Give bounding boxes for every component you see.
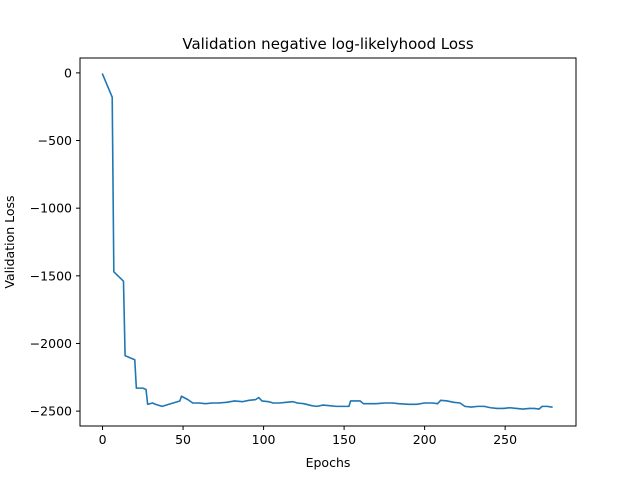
y-axis-label: Validation Loss [2, 195, 17, 288]
validation-loss-point [211, 402, 213, 404]
validation-loss-point [528, 407, 530, 410]
validation-loss-point [436, 403, 439, 405]
validation-loss-point [248, 399, 250, 401]
validation-loss-point [362, 403, 365, 405]
validation-loss-point [359, 400, 361, 402]
axes-frame [79, 57, 577, 427]
x-tick-label: 200 [413, 432, 437, 447]
validation-loss-point [375, 403, 377, 405]
validation-loss-point [349, 400, 352, 402]
validation-loss-point [446, 400, 448, 402]
x-tick-label: 150 [332, 432, 356, 447]
validation-loss-point [502, 407, 505, 410]
validation-loss-point [453, 401, 455, 403]
x-tick-label: 250 [493, 432, 517, 447]
validation-loss-point [279, 402, 281, 404]
validation-loss-point [391, 402, 394, 404]
validation-loss-point [459, 402, 461, 404]
plot-area [101, 73, 553, 410]
validation-loss-point [198, 402, 200, 404]
x-tick-label: 0 [99, 432, 107, 447]
validation-loss-point [464, 405, 466, 407]
validation-loss-point [424, 402, 426, 404]
validation-loss-point [151, 402, 154, 404]
validation-loss-point [546, 405, 548, 407]
validation-loss-point [111, 96, 113, 98]
validation-loss-point [155, 403, 157, 405]
validation-loss-point [496, 407, 498, 410]
validation-loss-point [267, 401, 270, 403]
validation-loss-point [509, 407, 511, 409]
validation-loss-point [285, 401, 287, 403]
validation-loss-point [135, 387, 137, 389]
validation-loss-point [515, 407, 518, 410]
validation-loss-point [101, 73, 104, 75]
validation-loss-point [316, 405, 318, 407]
axis-ticks: 0 50 100 150 200 250 0 −500 −1000 −1500 −2000 −2500 [30, 65, 517, 447]
validation-loss-point [272, 402, 274, 404]
validation-loss-point [161, 405, 163, 407]
y-tick-label: −500 [38, 133, 72, 148]
y-tick-label: 0 [64, 65, 72, 80]
validation-loss-point [415, 403, 418, 405]
validation-loss-point [533, 407, 535, 410]
x-axis-label: Epochs [306, 455, 351, 470]
validation-loss-point [470, 406, 472, 408]
validation-loss-point [551, 406, 553, 408]
validation-loss-point [322, 404, 324, 406]
validation-loss-point [122, 280, 125, 282]
validation-loss-point [145, 388, 147, 391]
validation-loss-point [242, 401, 244, 403]
validation-loss-point [142, 387, 144, 389]
validation-loss-point [225, 401, 228, 403]
validation-loss-point [541, 405, 543, 407]
validation-loss-point [398, 403, 400, 405]
validation-loss-point [311, 405, 313, 407]
y-tick-label: −1000 [30, 201, 72, 216]
validation-loss-point [383, 402, 385, 404]
x-tick-label: 100 [252, 432, 276, 447]
y-tick-label: −2000 [30, 336, 72, 351]
validation-loss-point [187, 399, 189, 401]
validation-loss-point [258, 396, 260, 399]
validation-loss-point [254, 399, 257, 401]
validation-loss-point [296, 402, 298, 404]
validation-loss-point [483, 405, 485, 407]
validation-loss-point [234, 400, 236, 402]
validation-loss-point [490, 407, 492, 409]
chart-title: Validation negative log-likelyhood Loss [182, 35, 473, 53]
validation-loss-point [261, 400, 263, 402]
validation-loss-point [477, 405, 479, 407]
validation-loss-point [291, 401, 294, 403]
validation-loss-point [303, 403, 305, 405]
validation-loss-point [538, 408, 540, 410]
validation-loss-point [167, 403, 170, 405]
validation-loss-point [192, 402, 194, 404]
validation-loss-series-line [101, 73, 553, 410]
validation-loss-point [217, 402, 220, 404]
validation-loss-point [440, 399, 442, 401]
validation-loss-point [407, 403, 410, 405]
validation-loss-point [367, 403, 369, 405]
validation-loss-point [134, 359, 136, 361]
validation-loss-point [348, 405, 350, 407]
validation-loss-point [205, 403, 207, 405]
validation-loss-point [335, 405, 337, 407]
y-tick-label: −1500 [30, 268, 72, 283]
validation-loss-point [341, 405, 344, 407]
validation-loss-point [113, 271, 115, 273]
validation-loss-point [180, 395, 183, 397]
validation-loss-point [147, 403, 149, 405]
validation-loss-point [522, 408, 524, 410]
y-tick-label: −2500 [30, 404, 72, 419]
validation-loss-point [124, 355, 126, 357]
x-tick-label: 50 [175, 432, 191, 447]
validation-loss-point [432, 402, 434, 404]
validation-loss-point [329, 405, 331, 407]
validation-loss-point [179, 400, 181, 402]
